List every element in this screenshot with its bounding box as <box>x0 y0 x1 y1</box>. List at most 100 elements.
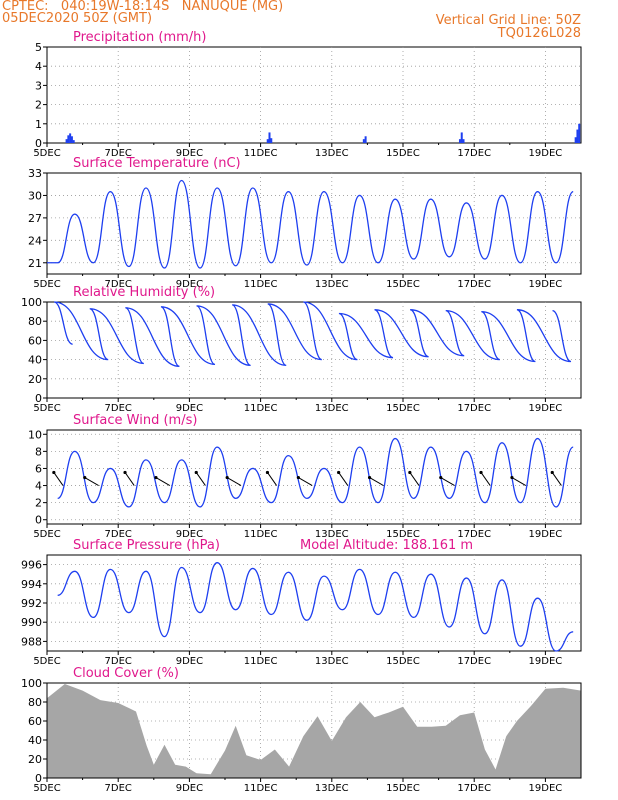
x-tick-label: 15DEC <box>386 529 420 540</box>
x-tick-label: 7DEC <box>105 279 132 290</box>
x-tick-label: 17DEC <box>457 656 491 667</box>
y-tick-label: 2 <box>35 497 42 510</box>
panel-frame <box>46 172 582 275</box>
x-tick-label: 9DEC <box>176 656 203 667</box>
y-tick-label: 4 <box>35 60 42 73</box>
wind-vector-head <box>510 475 514 480</box>
panel-title: Surface Temperature (nC) <box>73 156 241 171</box>
panel-title: Surface Pressure (hPa) <box>73 538 220 553</box>
x-tick-label: 15DEC <box>386 148 420 159</box>
x-tick-label: 19DEC <box>529 783 563 794</box>
panel-frame <box>46 429 582 525</box>
x-tick-label: 19DEC <box>529 148 563 159</box>
y-tick-label: 80 <box>28 696 42 709</box>
x-tick-label: 11DEC <box>244 783 278 794</box>
wind-vector-head <box>265 470 270 475</box>
x-tick-label: 15DEC <box>386 656 420 667</box>
x-tick-label: 5DEC <box>33 148 60 159</box>
x-tick-label: 19DEC <box>529 656 563 667</box>
x-tick-label: 11DEC <box>244 279 278 290</box>
x-tick-label: 17DEC <box>457 783 491 794</box>
precip-bar <box>574 137 577 143</box>
wind-vector <box>124 472 135 486</box>
y-tick-label: 10 <box>28 428 42 441</box>
precip-bar <box>70 136 73 143</box>
x-tick-label: 19DEC <box>529 403 563 414</box>
wind-vector-head <box>194 470 198 475</box>
y-tick-label: 40 <box>28 734 42 747</box>
x-tick-label: 9DEC <box>176 279 203 290</box>
y-tick-label: 1 <box>35 118 42 131</box>
y-tick-label: 40 <box>28 354 42 367</box>
wind-vector-head <box>225 475 229 480</box>
series-line <box>53 301 572 367</box>
precip-bar <box>266 139 269 143</box>
wind-vector-head <box>408 470 412 475</box>
x-tick-label: 19DEC <box>529 529 563 540</box>
wind-vector <box>298 477 313 486</box>
cloud-area <box>47 683 581 778</box>
precip-bar <box>458 139 461 143</box>
y-tick-label: 33 <box>28 167 42 180</box>
x-tick-label: 5DEC <box>33 656 60 667</box>
wind-vector <box>369 477 384 486</box>
wind-vector <box>53 472 64 486</box>
panel-frame-top <box>46 682 582 779</box>
header-line2-right: TQ0126L028 <box>497 26 581 41</box>
panel-title: Surface Wind (m/s) <box>73 413 197 428</box>
wind-vector-head <box>367 475 372 480</box>
y-tick-label: 24 <box>28 234 42 247</box>
x-tick-label: 15DEC <box>386 783 420 794</box>
y-tick-label: 3 <box>35 79 42 92</box>
x-tick-label: 9DEC <box>176 783 203 794</box>
x-tick-label: 15DEC <box>386 403 420 414</box>
x-tick-label: 19DEC <box>529 279 563 290</box>
wind-vector <box>338 472 349 486</box>
wind-vector <box>440 477 455 486</box>
y-tick-label: 0 <box>35 514 42 527</box>
precip-bar <box>364 136 367 143</box>
x-tick-label: 7DEC <box>105 656 132 667</box>
precip-bar <box>268 132 271 143</box>
wind-vector <box>551 472 562 486</box>
wind-vector-head <box>52 470 56 475</box>
wind-vector <box>195 472 206 486</box>
series-line <box>57 562 574 652</box>
y-tick-label: 8 <box>35 445 42 458</box>
wind-vector-head <box>479 470 483 475</box>
header-line1-left: CPTEC: 040:19W-18:14S NANUQUE (MG) <box>2 0 284 14</box>
x-tick-label: 5DEC <box>33 529 60 540</box>
y-tick-label: 992 <box>21 597 42 610</box>
precip-bar <box>462 139 465 143</box>
panel-frame <box>46 301 582 399</box>
x-tick-label: 13DEC <box>315 656 349 667</box>
x-tick-label: 11DEC <box>244 529 278 540</box>
y-tick-label: 994 <box>21 578 42 591</box>
y-tick-label: 20 <box>28 373 42 386</box>
wind-vector <box>409 472 420 486</box>
precip-bar <box>65 139 68 143</box>
y-tick-label: 5 <box>35 41 42 54</box>
wind-vector <box>511 477 527 486</box>
wind-vector-head <box>337 470 341 475</box>
x-tick-label: 13DEC <box>315 783 349 794</box>
y-tick-label: 6 <box>35 462 42 475</box>
x-tick-label: 13DEC <box>315 403 349 414</box>
wind-vector <box>480 472 491 486</box>
wind-vector <box>84 477 99 486</box>
wind-vector-head <box>550 470 554 475</box>
precip-bar <box>270 138 273 143</box>
panel-frame <box>46 46 582 144</box>
y-tick-label: 21 <box>28 257 42 270</box>
y-tick-label: 80 <box>28 315 42 328</box>
y-tick-label: 0 <box>35 772 42 785</box>
panel-title: Relative Humidity (%) <box>73 285 215 300</box>
y-tick-label: 27 <box>28 212 42 225</box>
x-tick-label: 11DEC <box>244 148 278 159</box>
x-tick-label: 13DEC <box>315 148 349 159</box>
header-line1-right: Vertical Grid Line: 50Z <box>435 13 581 28</box>
x-tick-label: 5DEC <box>33 279 60 290</box>
wind-vector-head <box>154 475 158 480</box>
x-tick-label: 15DEC <box>386 279 420 290</box>
wind-vector-head <box>123 470 127 475</box>
